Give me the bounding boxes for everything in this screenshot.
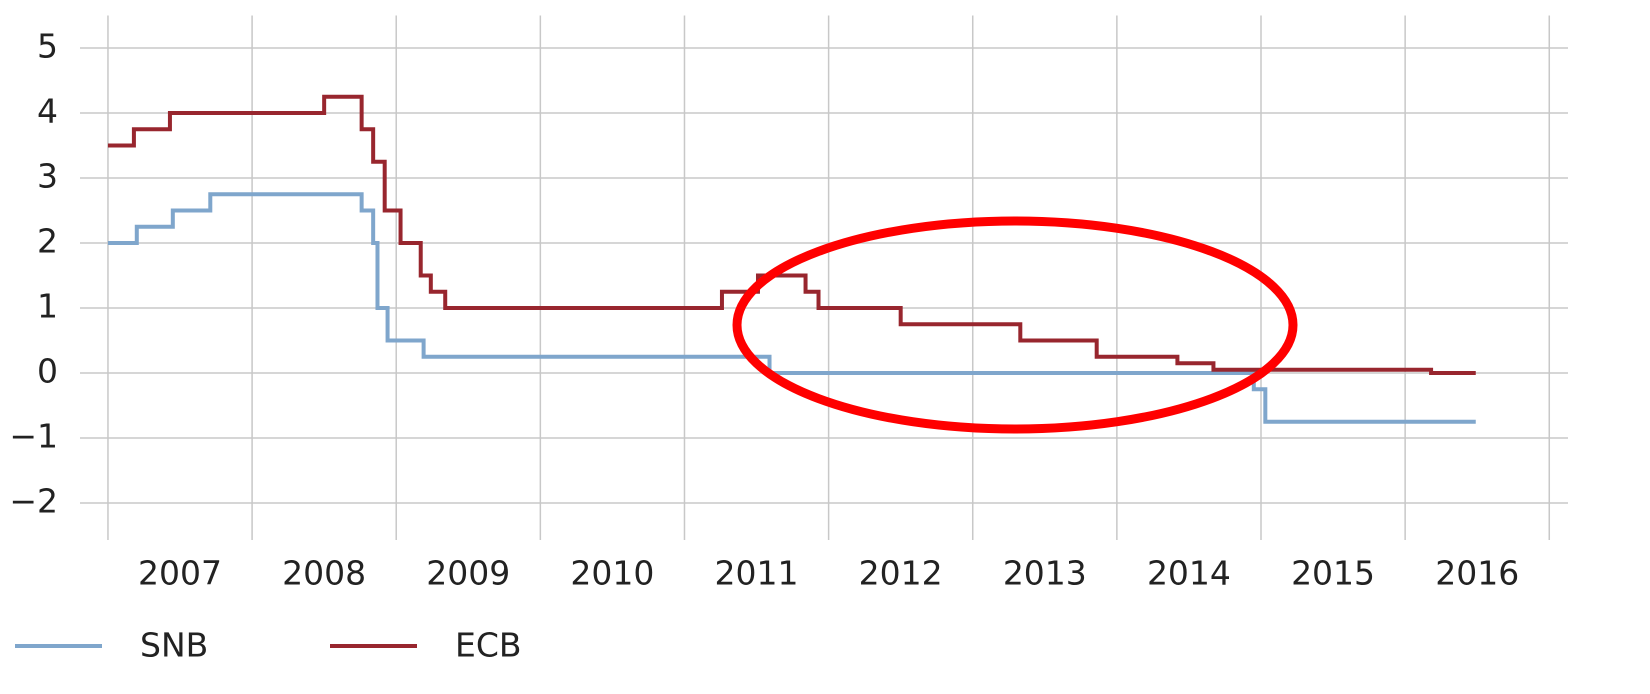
x-tick-label: 2010 (570, 554, 654, 593)
y-tick-label: 0 (37, 352, 58, 391)
x-tick-label: 2014 (1147, 554, 1231, 593)
y-tick-label: 3 (37, 157, 58, 196)
x-tick-label: 2008 (282, 554, 366, 593)
plot: −2 −1 0 1 2 3 4 5 2007 2008 2009 2010 2011 2012 2013 20… (9, 15, 1568, 665)
y-tick-label: 2 (37, 222, 58, 261)
x-tick-label: 2013 (1003, 554, 1087, 593)
series-line (107, 94, 1476, 375)
highlight-ellipse (732, 216, 1298, 434)
x-tick-label: 2016 (1435, 554, 1519, 593)
y-tick-label: −1 (9, 417, 58, 456)
x-tick-label: 2007 (138, 554, 222, 593)
x-tick-label: 2015 (1291, 554, 1375, 593)
legend-label: SNB (140, 626, 208, 665)
legend-label: ECB (455, 626, 522, 665)
y-tick-label: 5 (37, 27, 58, 66)
y-tick-label: 4 (37, 92, 58, 131)
y-tick-label: 1 (37, 287, 58, 326)
x-tick-label: 2011 (715, 554, 799, 593)
y-tick-label: −2 (9, 482, 58, 521)
x-tick-label: 2009 (426, 554, 510, 593)
x-tick-label: 2012 (859, 554, 943, 593)
